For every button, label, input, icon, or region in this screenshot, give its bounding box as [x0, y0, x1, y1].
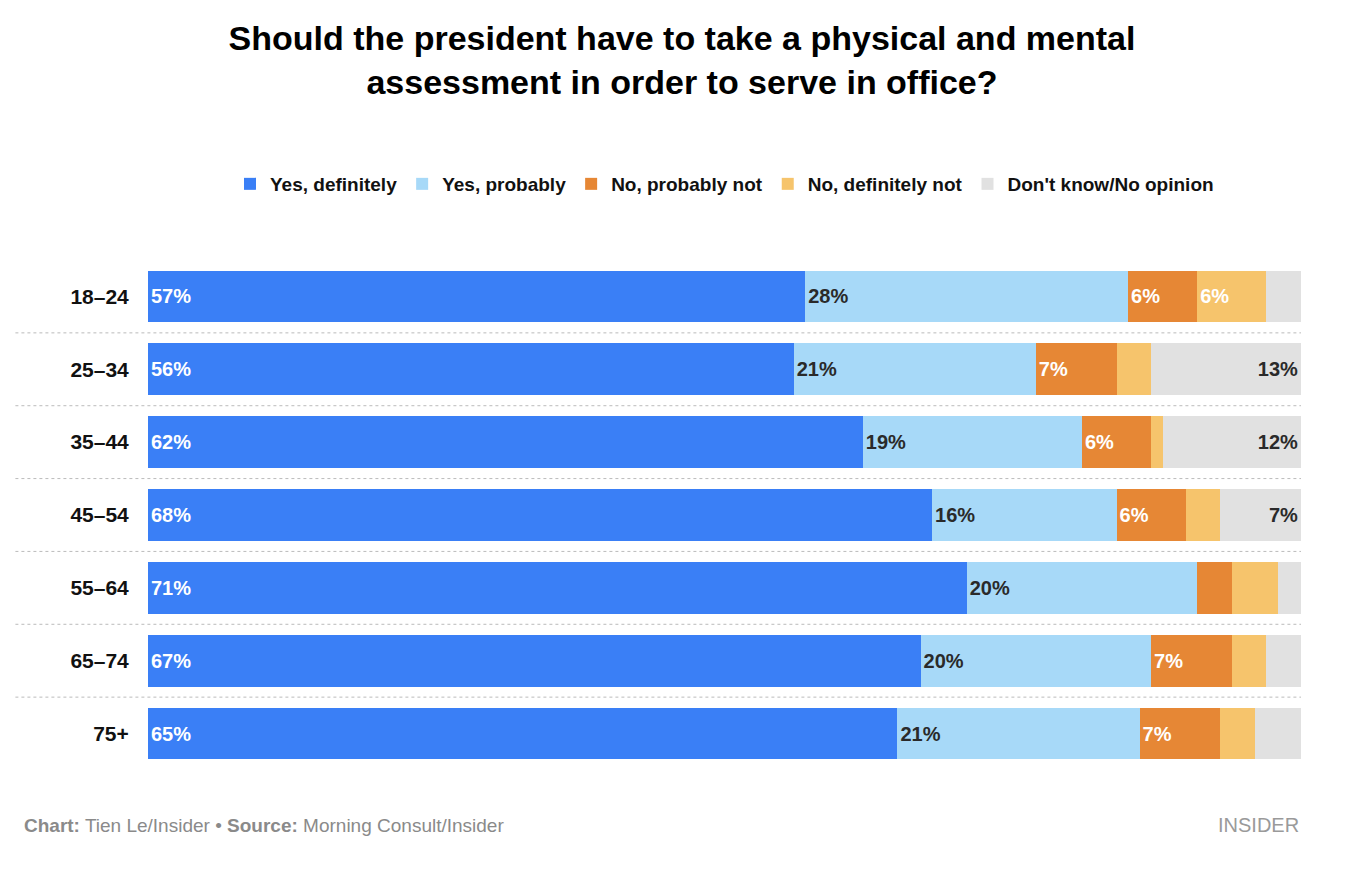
svg-text:56%: 56% — [151, 358, 191, 380]
svg-text:20%: 20% — [970, 577, 1010, 599]
svg-text:35–44: 35–44 — [70, 430, 129, 453]
svg-text:7%: 7% — [1143, 723, 1172, 745]
svg-text:7%: 7% — [1269, 504, 1298, 526]
svg-text:INSIDER: INSIDER — [1218, 814, 1299, 836]
svg-text:No, definitely not: No, definitely not — [808, 174, 963, 195]
svg-text:13%: 13% — [1258, 358, 1298, 380]
svg-text:6%: 6% — [1131, 285, 1160, 307]
svg-text:No, probably not: No, probably not — [611, 174, 763, 195]
svg-text:Chart: Tien Le/Insider • Sourc: Chart: Tien Le/Insider • Source: Morning… — [24, 815, 504, 836]
svg-text:65–74: 65–74 — [70, 649, 129, 672]
svg-text:12%: 12% — [1258, 431, 1298, 453]
svg-text:21%: 21% — [797, 358, 837, 380]
svg-text:6%: 6% — [1120, 504, 1149, 526]
svg-text:Should the president have to t: Should the president have to take a phys… — [229, 19, 1136, 101]
svg-text:16%: 16% — [935, 504, 975, 526]
svg-text:20%: 20% — [924, 650, 964, 672]
svg-text:55–64: 55–64 — [70, 576, 129, 599]
svg-text:Yes, probably: Yes, probably — [442, 174, 566, 195]
svg-text:71%: 71% — [151, 577, 191, 599]
svg-text:62%: 62% — [151, 431, 191, 453]
svg-text:21%: 21% — [900, 723, 940, 745]
svg-text:18–24: 18–24 — [70, 285, 129, 308]
svg-text:57%: 57% — [151, 285, 191, 307]
svg-text:65%: 65% — [151, 723, 191, 745]
svg-text:Don't know/No opinion: Don't know/No opinion — [1008, 174, 1214, 195]
svg-text:Yes, definitely: Yes, definitely — [270, 174, 397, 195]
svg-text:6%: 6% — [1085, 431, 1114, 453]
svg-text:25–34: 25–34 — [70, 358, 129, 381]
svg-text:28%: 28% — [808, 285, 848, 307]
svg-text:75+: 75+ — [93, 722, 129, 745]
svg-text:45–54: 45–54 — [70, 503, 129, 526]
svg-text:7%: 7% — [1154, 650, 1183, 672]
svg-text:19%: 19% — [866, 431, 906, 453]
svg-text:67%: 67% — [151, 650, 191, 672]
svg-text:7%: 7% — [1039, 358, 1068, 380]
svg-text:68%: 68% — [151, 504, 191, 526]
svg-text:6%: 6% — [1200, 285, 1229, 307]
